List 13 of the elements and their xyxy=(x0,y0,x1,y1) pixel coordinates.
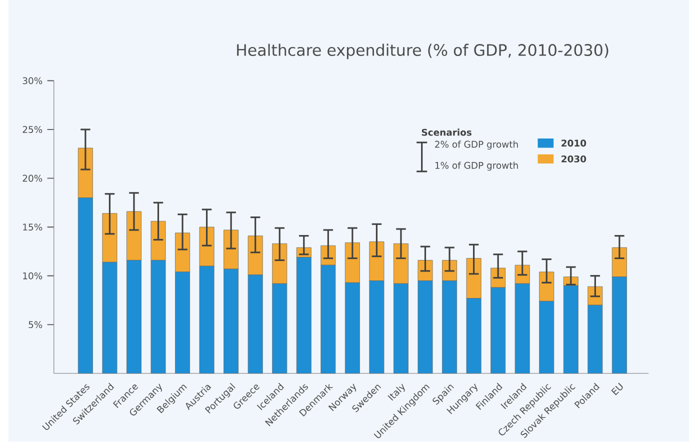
annotation: 2% of GDP growth xyxy=(435,140,518,150)
legend-title: Scenarios xyxy=(422,128,472,136)
annotation: 1% of GDP growth xyxy=(435,162,518,171)
y-tick-label: 25% xyxy=(22,126,42,134)
y-tick-label: 20% xyxy=(22,175,42,182)
y-tick-label: 30% xyxy=(22,77,42,84)
legend-label: 2030 xyxy=(562,156,586,163)
y-tick-label: 5% xyxy=(28,321,42,328)
y-tick-label: 10% xyxy=(23,272,42,280)
legend-label: 2010 xyxy=(562,140,586,147)
y-tick-label: 15% xyxy=(23,224,42,231)
x-tick-label: EU xyxy=(611,383,623,396)
chart-title: Healthcare expenditure (% of GDP, 2010-2030) xyxy=(237,44,608,60)
